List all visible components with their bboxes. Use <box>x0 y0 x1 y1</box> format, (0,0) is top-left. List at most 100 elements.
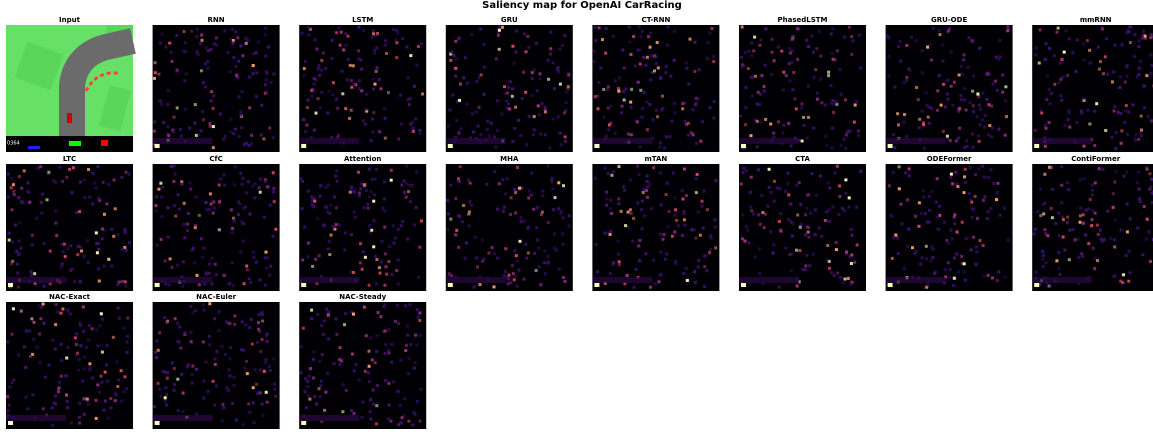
saliency-cell <box>712 116 716 120</box>
saliency-cell <box>1111 80 1114 84</box>
saliency-cell <box>823 219 827 222</box>
saliency-cell <box>998 55 1002 59</box>
saliency-cell <box>91 202 95 206</box>
saliency-cell <box>1037 61 1041 65</box>
saliency-cell <box>406 333 410 337</box>
saliency-cell <box>771 251 775 255</box>
saliency-cell <box>567 73 571 77</box>
saliency-cell <box>371 130 375 134</box>
saliency-bg <box>1032 164 1153 291</box>
saliency-cell <box>648 103 652 106</box>
hud-bar <box>28 146 40 149</box>
panel-title: NAC-Steady <box>339 293 386 301</box>
saliency-cell <box>394 38 398 42</box>
saliency-cell <box>35 216 39 220</box>
saliency-cell <box>163 396 167 400</box>
saliency-cell <box>255 382 258 386</box>
saliency-cell <box>787 46 791 50</box>
saliency-cell <box>161 185 165 189</box>
saliency-strip <box>739 138 799 144</box>
saliency-cell <box>798 225 802 229</box>
saliency-cell <box>856 129 860 133</box>
saliency-cell <box>302 73 306 77</box>
saliency-cell <box>601 38 604 42</box>
panel-title: NAC-Euler <box>196 293 236 301</box>
saliency-cell <box>1043 201 1047 205</box>
saliency-cell <box>597 81 601 85</box>
saliency-cell <box>116 385 120 388</box>
saliency-cell <box>244 36 248 40</box>
saliency-cell <box>170 60 174 63</box>
saliency-cell <box>369 398 373 402</box>
saliency-cell <box>172 204 176 208</box>
saliency-cell <box>17 353 21 357</box>
saliency-cell <box>515 166 519 169</box>
saliency-cell <box>372 402 376 406</box>
saliency-cell <box>1090 218 1094 222</box>
saliency-cell <box>367 380 371 384</box>
saliency-cell <box>989 168 993 172</box>
saliency-cell <box>960 220 964 224</box>
saliency-cell <box>1074 69 1078 73</box>
saliency-cell <box>167 283 171 287</box>
saliency-cell <box>646 185 649 189</box>
saliency-cell <box>246 268 250 272</box>
saliency-cell <box>1006 27 1010 31</box>
saliency-cell <box>454 275 458 279</box>
saliency-cell <box>193 121 197 125</box>
saliency-cell <box>967 192 971 196</box>
saliency-cell <box>197 133 201 137</box>
saliency-cell <box>78 280 82 284</box>
saliency-cell <box>593 25 597 29</box>
saliency-cell <box>370 358 374 362</box>
saliency-cell <box>350 270 354 274</box>
saliency-cell <box>182 30 186 33</box>
saliency-cell <box>1057 267 1061 270</box>
saliency-cell <box>206 60 210 64</box>
saliency-cell <box>198 42 202 45</box>
saliency-cell <box>683 101 687 105</box>
saliency-cell <box>447 124 450 128</box>
saliency-cell <box>651 136 655 140</box>
saliency-cell <box>749 134 753 138</box>
saliency-cell <box>375 350 379 353</box>
saliency-cell <box>405 181 408 185</box>
saliency-cell <box>383 43 387 47</box>
saliency-cell <box>12 193 16 196</box>
saliency-cell <box>269 80 273 84</box>
saliency-cell <box>454 135 458 139</box>
saliency-cell <box>889 214 893 218</box>
saliency-cell <box>326 111 330 115</box>
saliency-cell <box>194 224 197 227</box>
saliency-cell <box>357 25 361 29</box>
saliency-cell <box>374 168 378 171</box>
saliency-strip <box>885 277 946 283</box>
panel-image <box>299 164 427 291</box>
saliency-cell <box>800 106 803 110</box>
saliency-cell <box>384 343 388 347</box>
saliency-cell <box>317 254 321 258</box>
saliency-cell <box>842 137 846 141</box>
saliency-cell <box>338 223 342 227</box>
saliency-cell <box>40 305 44 309</box>
saliency-cell <box>1085 39 1089 43</box>
saliency-cell <box>166 235 170 239</box>
saliency-cell <box>539 132 543 136</box>
saliency-cell <box>393 236 397 240</box>
saliency-cell <box>1038 283 1042 287</box>
saliency-cell <box>1081 255 1084 258</box>
saliency-cell <box>1118 86 1122 89</box>
saliency-cell <box>16 271 20 275</box>
saliency-cell <box>467 212 471 216</box>
saliency-cell <box>496 129 499 133</box>
saliency-cell <box>644 63 648 67</box>
saliency-cell <box>326 313 330 317</box>
saliency-cell <box>344 32 348 36</box>
saliency-cell <box>648 31 652 35</box>
saliency-cell <box>487 134 491 138</box>
saliency-cell <box>485 128 489 132</box>
saliency-cell <box>176 340 180 344</box>
saliency-cell <box>1113 180 1117 184</box>
saliency-cell <box>59 265 63 269</box>
saliency-cell <box>1106 209 1110 213</box>
